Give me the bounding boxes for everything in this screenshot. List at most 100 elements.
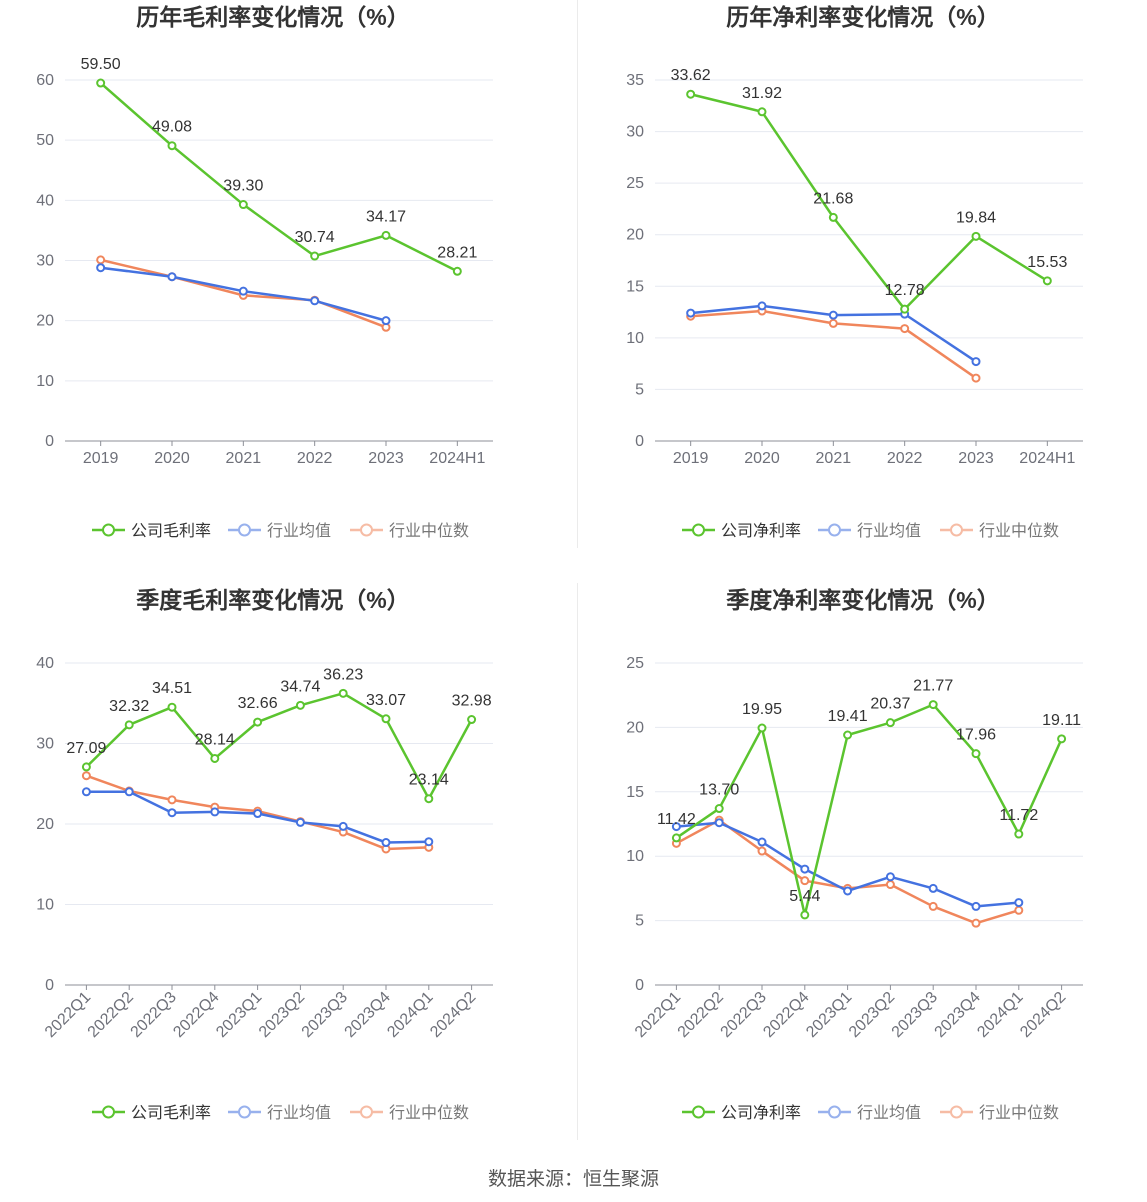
legend-label: 行业均值 [857, 522, 921, 540]
legend-item[interactable]: 行业均值 [818, 1104, 921, 1122]
series-0-line [675, 703, 1063, 917]
y-tick-label: 20 [626, 719, 644, 736]
data-label: 20.37 [870, 696, 910, 713]
series-1-point [686, 308, 696, 318]
y-tick-label: 0 [635, 977, 644, 994]
series-2-point [96, 255, 106, 265]
chart-svg: 历年净利率变化情况（%） 0 5 10 15 20 25 30 35 2019 2020 2021 2… [626, 4, 1083, 540]
series-1-point [167, 272, 177, 282]
y-tick-label: 30 [626, 124, 644, 141]
series-1-point [81, 787, 91, 797]
x-tick-label: 2022Q3 [718, 989, 770, 1041]
series-0-point [1057, 734, 1067, 744]
data-label: 33.62 [671, 67, 711, 84]
legend-item[interactable]: 行业中位数 [940, 522, 1059, 540]
series-0-point [124, 720, 134, 730]
series-0-point [467, 715, 477, 725]
series-0-point [971, 749, 981, 759]
series-1-point [843, 886, 853, 896]
chart-svg: 历年毛利率变化情况（%） 0 10 20 30 40 50 60 2019 2020 2021 20… [36, 4, 493, 540]
series-0-point [167, 702, 177, 712]
chart-title: 季度净利率变化情况（%） [726, 587, 999, 613]
legend-label: 行业中位数 [389, 1104, 469, 1122]
data-label: 28.14 [195, 731, 235, 748]
y-tick-label: 40 [36, 655, 54, 672]
plot-area: 0 5 10 15 20 25 30 35 2019 2020 2021 2022 2023 2024H1… [626, 67, 1083, 540]
series-0: 59.50 49.08 39.30 30.74 34.17 28.21 [81, 56, 477, 276]
legend-item[interactable]: 行业均值 [228, 522, 331, 540]
legend-line-circle-icon [92, 523, 125, 537]
series-2-point [167, 795, 177, 805]
plot-area: 0 5 10 15 20 25 2022Q12022Q22022Q32022Q42023Q1… [626, 655, 1083, 1122]
data-label: 34.17 [366, 208, 406, 225]
series-0-point [310, 251, 320, 261]
x-tick-label: 2022Q1 [632, 989, 684, 1041]
x-tick-label: 2022Q4 [760, 989, 812, 1041]
y-tick-label: 25 [626, 655, 644, 672]
legend-label: 行业均值 [857, 1104, 921, 1122]
legend-item[interactable]: 行业均值 [818, 522, 921, 540]
series-0-point [96, 78, 106, 88]
chart-svg: 季度毛利率变化情况（%） 0 10 20 30 40 2022Q12022Q22022Q3… [36, 587, 493, 1122]
series-1-point [381, 316, 391, 326]
series-2-point [928, 901, 938, 911]
x-tick-label: 2022 [887, 450, 923, 467]
series-1-point [96, 263, 106, 273]
x-tick-label: 2024Q1 [974, 989, 1026, 1041]
x-tick-label: 2024Q2 [1017, 989, 1069, 1041]
series-1-point [971, 357, 981, 367]
y-tick-label: 50 [36, 132, 54, 149]
x-tick-label: 2022Q1 [42, 989, 94, 1041]
series-1-point [928, 883, 938, 893]
data-label: 5.44 [789, 888, 820, 905]
legend-item[interactable]: 行业中位数 [350, 522, 469, 540]
x-tick-label: 2023Q2 [256, 989, 308, 1041]
legend-item[interactable]: 公司净利率 [682, 1104, 801, 1122]
legend-item[interactable]: 公司净利率 [682, 522, 801, 540]
series-1 [686, 301, 981, 367]
plot-area: 0102030402022Q12022Q22022Q32022Q42023Q12… [36, 655, 493, 1122]
data-label: 34.51 [152, 680, 192, 697]
series-1-point [310, 296, 320, 306]
chart-title: 季度毛利率变化情况（%） [136, 587, 409, 613]
x-tick-label: 2022Q2 [675, 989, 727, 1041]
series-0-point [757, 723, 767, 733]
data-label: 32.32 [109, 698, 149, 715]
chart-title: 历年毛利率变化情况（%） [136, 4, 409, 30]
legend-label: 公司毛利率 [131, 522, 211, 540]
x-tick-label: 2023 [958, 450, 994, 467]
data-label: 59.50 [81, 56, 121, 73]
series-2-point [1014, 905, 1024, 915]
legend-item[interactable]: 行业均值 [228, 1104, 331, 1122]
data-label: 36.23 [323, 666, 363, 683]
legend-item[interactable]: 行业中位数 [350, 1104, 469, 1122]
y-tick-label: 15 [626, 784, 644, 801]
legend-icon-circle [238, 1105, 251, 1119]
legend-icon-circle [950, 1105, 963, 1119]
y-tick-label: 30 [36, 253, 54, 270]
series-0-point [338, 688, 348, 698]
legend-item[interactable]: 行业中位数 [940, 1104, 1059, 1122]
y-tick-label: 40 [36, 192, 54, 209]
chart-svg: 季度净利率变化情况（%） 05101520252022Q12022Q22022Q… [626, 587, 1083, 1122]
data-label: 19.41 [828, 708, 868, 725]
legend-icon-circle [828, 1105, 841, 1119]
series-0-point [424, 794, 434, 804]
series-0-point [381, 714, 391, 724]
series-0-point [1014, 829, 1024, 839]
series-0-point [253, 717, 263, 727]
legend-line-circle-icon [682, 1105, 715, 1119]
legend-item[interactable]: 公司毛利率 [92, 1104, 211, 1122]
series-0-line [99, 82, 458, 273]
legend-line-circle-icon [940, 523, 973, 537]
y-tick-label: 20 [626, 227, 644, 244]
x-tick-label: 2023Q2 [846, 989, 898, 1041]
legend-item[interactable]: 公司毛利率 [92, 522, 211, 540]
data-label: 28.21 [437, 244, 477, 261]
series-1-point [338, 821, 348, 831]
series-1-point [210, 807, 220, 817]
legend-line-circle-icon [228, 1105, 261, 1119]
data-source-note: 数据来源：恒生聚源 [487, 1169, 659, 1190]
